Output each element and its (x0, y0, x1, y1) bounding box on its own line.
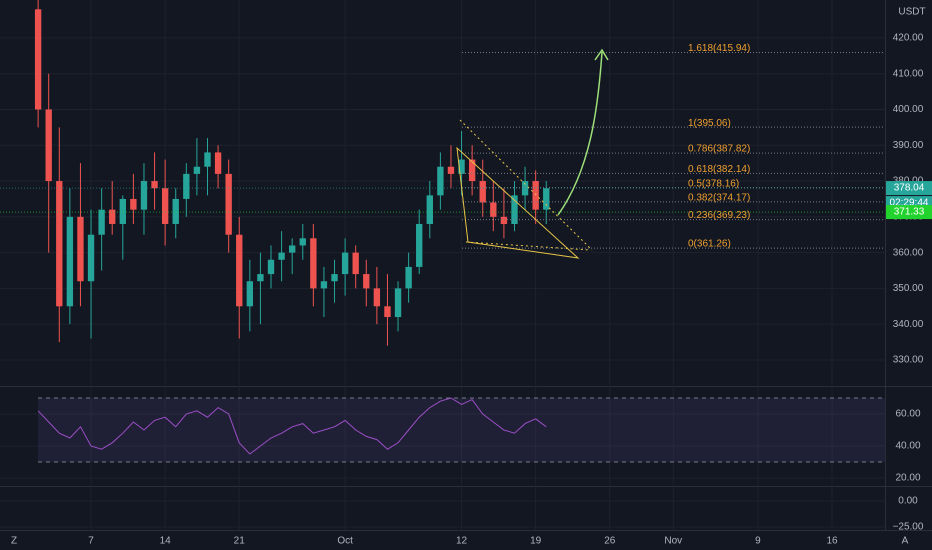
candle-body (278, 252, 285, 260)
candle-body (183, 173, 190, 199)
timezone-button[interactable]: Z (11, 536, 17, 547)
candle-body (384, 306, 391, 318)
y-tick-label: 420.00 (893, 33, 924, 44)
candle-body (479, 181, 486, 203)
candle-body (77, 216, 84, 282)
candle-body (193, 166, 201, 174)
candle-body (161, 188, 169, 224)
candle-body (87, 234, 95, 282)
fib-label: 0.236(369.23) (688, 210, 750, 221)
drawings (456, 48, 609, 259)
projection-arrow (557, 51, 603, 216)
candle-body (109, 209, 116, 224)
candle-body (405, 266, 412, 289)
y-tick-label: 0.00 (898, 496, 918, 507)
candle-body (490, 202, 497, 217)
candle-body (416, 223, 423, 267)
candle-body (310, 238, 317, 289)
candle-body (204, 152, 211, 167)
candle-body (257, 274, 264, 282)
candle-body (394, 288, 402, 318)
marks: 1.618(415.94) 1(395.06) 0.786(387.82) 0.618… (0, 0, 885, 455)
candle-body (66, 216, 74, 307)
ma-price-badge-bg (886, 205, 932, 220)
fib-label: 0.786(387.82) (688, 144, 750, 155)
candle-body (543, 188, 550, 210)
candle-body (289, 245, 296, 253)
last-price-badge: 378.04 (894, 183, 925, 194)
candle-body (331, 274, 338, 282)
last-price-badge-bg (886, 181, 932, 196)
candle-body (500, 216, 508, 224)
y-tick-label: 390.00 (893, 140, 924, 151)
x-tick-label: Oct (337, 536, 353, 547)
candle-body (363, 274, 370, 289)
fib-label: 0(361.26) (688, 239, 731, 250)
candle-body (447, 166, 455, 174)
x-tick-label: 14 (160, 536, 172, 547)
y-tick-label: 60.00 (895, 409, 920, 420)
rsi-band (38, 398, 885, 463)
auto-scale-button[interactable]: A (902, 536, 909, 547)
candle-body (299, 238, 306, 246)
x-tick-label: 21 (234, 536, 246, 547)
rsi-line (37, 397, 547, 455)
candle-body (468, 159, 476, 182)
candle-body (437, 166, 444, 196)
candle-body (45, 109, 52, 182)
candle-body (246, 281, 254, 307)
countdown: 02:29:44 (890, 198, 929, 209)
candle-body (172, 198, 179, 224)
currency-label: USDT (898, 7, 925, 18)
arrow-head (594, 48, 609, 61)
x-tick-label: 12 (456, 536, 468, 547)
y-tick-label: 360.00 (893, 247, 924, 258)
candle-body (352, 252, 359, 275)
y-tick-label: 340.00 (893, 319, 924, 330)
candle-body (214, 152, 222, 174)
candle-body (151, 181, 158, 189)
candle-body (267, 259, 275, 275)
x-tick-label: 9 (755, 536, 761, 547)
x-tick-label: Nov (664, 536, 682, 547)
candle-body (458, 159, 465, 174)
fib-label: 1(395.06) (688, 118, 731, 129)
y-tick-label: 350.00 (893, 283, 924, 294)
x-tick-label: 19 (530, 536, 542, 547)
candle-body (426, 195, 433, 224)
candle-body (532, 181, 539, 210)
y-tick-label: 410.00 (893, 68, 924, 79)
candle-body (511, 195, 518, 224)
candle-body (34, 9, 42, 110)
candle-body (56, 181, 63, 307)
fib-label: 0.618(382.14) (688, 164, 750, 175)
candle-body (119, 198, 126, 224)
candle-body (320, 281, 328, 289)
grid (0, 0, 885, 530)
candle-body (130, 198, 137, 210)
fib-label: 1.618(415.94) (688, 43, 750, 54)
candle-body (373, 288, 381, 307)
y-tick-label: 330.00 (893, 355, 924, 366)
y-tick-label: 40.00 (895, 441, 920, 452)
candle-body (236, 234, 243, 307)
ma-price-badge: 371.33 (894, 207, 925, 218)
x-tick-label: 7 (88, 536, 94, 547)
x-tick-label: 26 (604, 536, 616, 547)
candle-body (341, 252, 349, 275)
candle-body (140, 181, 148, 210)
y-tick-label: −25.00 (893, 522, 924, 533)
candle-body (98, 209, 105, 235)
candle-body (225, 173, 232, 235)
trend-line (459, 119, 593, 251)
y-tick-label: 400.00 (893, 104, 924, 115)
x-tick-label: 16 (827, 536, 839, 547)
fib-label: 0.382(374.17) (688, 193, 750, 204)
fib-label: 0.5(378.16) (688, 178, 739, 189)
trend-line (465, 241, 591, 251)
triangle-drawing (456, 146, 580, 259)
y-tick-label: 20.00 (895, 473, 920, 484)
